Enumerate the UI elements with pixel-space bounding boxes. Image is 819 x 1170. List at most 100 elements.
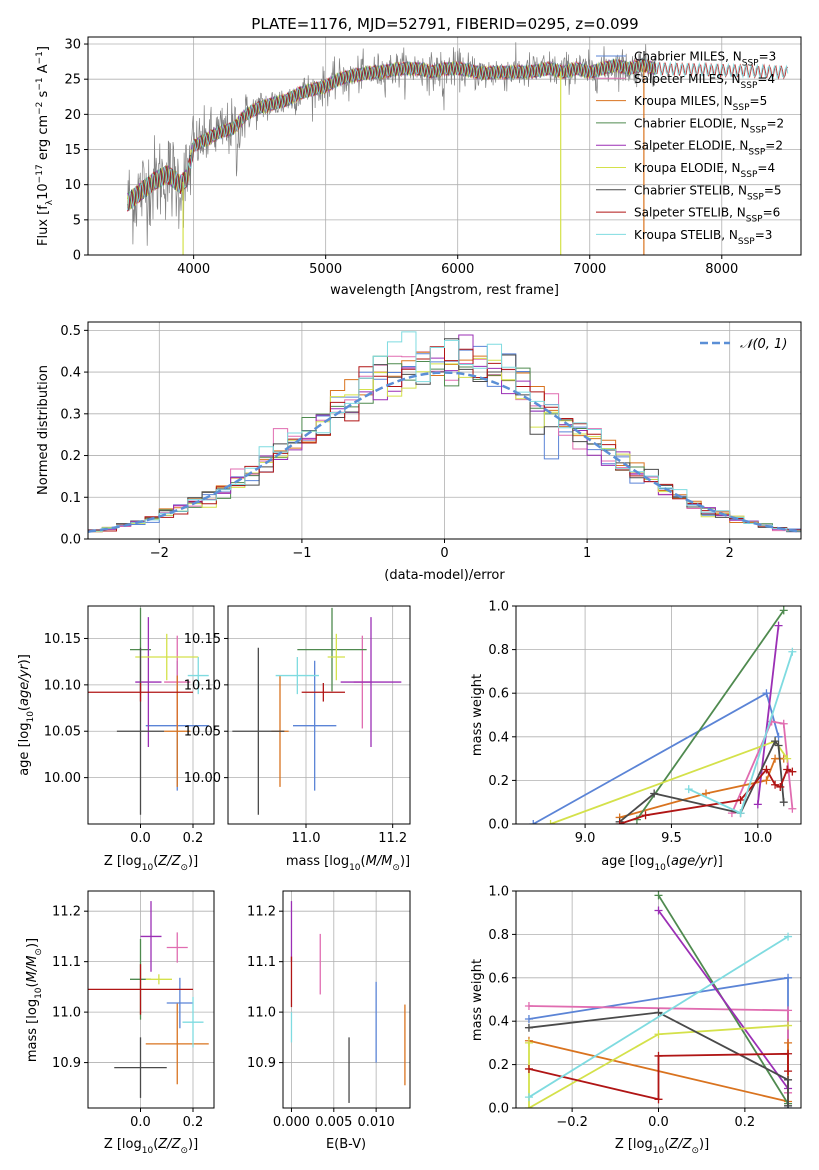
weight_vs_age-series-chabrier_elodie [636,609,785,821]
spectrum-legend-label: Salpeter MILES, NSSP=4 [634,72,775,91]
spectrum-ylabel-part: ] [36,46,51,51]
weight_vs_Z-marker-salpeter_stelib [524,1064,533,1073]
age_vs_mass-ytick-label: 10.15 [184,632,221,647]
spectrum-legend-label-part: Salpeter ELODIE, N [634,139,748,153]
weight_vs_age-marker-chabrier_stelib [650,789,659,798]
age_vs_Z-ytick-label: 10.15 [44,632,81,647]
hist-step-kroupa_stelib [88,331,801,532]
age_vs_mass-xtick-label: 11.2 [378,831,407,846]
spectrum-ytick-label: 30 [64,38,81,53]
weight_vs_age-marker-salpeter_elodie [774,621,783,630]
weight_vs_Z-ytick-label: 0.0 [488,1102,509,1117]
spectrum-legend-label: Kroupa STELIB, NSSP=3 [634,228,772,247]
weight_vs_Z-marker-salpeter_stelib [654,1051,663,1060]
spectrum-legend-label-part: SSP [747,192,764,202]
spectrum-legend-label-part: Salpeter STELIB, N [634,206,746,220]
spectrum-legend-label: Kroupa MILES, NSSP=5 [634,94,767,113]
age_vs_Z-xtick-label: 0.0 [130,831,151,846]
spectrum-plot-area [127,42,789,255]
spectrum-legend-label-part: =3 [755,228,773,242]
spectrum-ytick-label: 5 [73,213,81,228]
spectrum-legend-label: Chabrier STELIB, NSSP=5 [634,183,782,202]
spectrum-legend-label-part: =5 [764,183,782,197]
mass_vs_Z-frame [87,890,215,1109]
mass_vs_Z-ylabel-part: 10 [34,987,44,999]
weight_vs_age-marker-salpeter_stelib [776,782,785,791]
weight_vs_age-series-salpeter_miles [731,720,794,814]
weight_vs_age-ytick-label: 0.2 [488,774,509,789]
residual_hist-ytick-label: 0.2 [60,449,81,464]
spectrum-xtick-label: 5000 [309,262,342,277]
weight_vs_Z-xlabel-part: 10 [653,1146,665,1156]
weight_vs_Z-marker-kroupa_stelib [784,932,793,941]
weight_vs_Z-marker-chabrier_stelib [524,1023,533,1032]
spectrum-model-kroupa_stelib [127,57,789,210]
weight_vs_Z-xlabel-part: ( [664,1137,669,1152]
weight_vs_age-xlabel-part: ( [666,854,671,869]
age_vs_mass-xlabel: mass [log10(M/M⊙)] [286,854,410,873]
weight_vs_Z-marker-kroupa_elodie [524,1038,533,1047]
mass_vs_ebv-xlabel-part: E(B-V) [326,1137,366,1152]
mass_vs_Z-xlabel: Z [log10(Z/Z⊙)] [104,1137,198,1156]
spectrum-legend-label-part: =6 [763,206,781,220]
spectrum-legend-label-part: SSP [748,148,765,158]
weight_vs_Z-ytick-label: 0.8 [488,928,509,943]
mass_vs_Z-xlabel-part: ⊙ [180,1146,188,1156]
spectrum-ylabel-part: −1 [35,51,45,64]
spectrum-legend-label-part: SSP [738,237,755,247]
mass_vs_Z-ytick-label: 11.0 [52,1006,81,1021]
weight_vs_age-marker-salpeter_stelib [788,767,797,776]
weight_vs_age-xtick-label: 9.0 [575,831,596,846]
residual_hist-xtick-label: −2 [150,546,169,561]
residual_hist-ytick-label: 0.4 [60,366,81,381]
residual_hist-ytick-label: 0.3 [60,407,81,422]
weight_vs_Z-xlabel-part: )] [699,1137,709,1152]
mass_vs_Z-ylabel-part: )] [25,938,40,948]
spectrum-legend-label-part: SSP [742,59,759,69]
age_vs_Z-ylabel-part: age [log [17,723,32,776]
weight_vs_Z-marker-salpeter_stelib [784,1049,793,1058]
weight_vs_Z-marker-chabrier_elodie [654,891,663,900]
spectrum-ytick-label: 20 [64,108,81,123]
age_vs_mass-xlabel-part: ⊙ [392,863,400,873]
spectrum-legend-label-part: =4 [757,161,775,175]
weight_vs_Z-marker-kroupa_elodie [784,1021,793,1030]
mass_vs_ebv-ytick-label: 10.9 [247,1056,276,1071]
weight_vs_age-ylabel: mass weight [470,674,485,756]
weight_vs_Z-series-kroupa_elodie [528,1024,789,1108]
spectrum-legend-label: Salpeter ELODIE, NSSP=2 [634,139,783,158]
age_vs_mass-xlabel-part: ( [361,854,366,869]
weight_vs_Z-marker-chabrier_stelib [784,1101,793,1108]
spectrum-legend-label: Salpeter STELIB, NSSP=6 [634,206,780,225]
spectrum-legend-label: Chabrier ELODIE, NSSP=2 [634,116,784,135]
spectrum-legend-label-part: SSP [746,215,763,225]
spectrum-legend-label-part: Kroupa STELIB, N [634,228,738,242]
weight_vs_Z-marker-chabrier_stelib [654,1008,663,1017]
mass_vs_ebv-xtick-label: 0.000 [273,1115,310,1130]
weight_vs_Z-ylabel: mass weight [470,959,485,1041]
mass_vs_Z-xlabel-part: 10 [142,1146,154,1156]
age_vs_Z-xlabel-part: Z/Z [157,854,181,869]
weight_vs_age-series-chabrier_stelib [619,739,785,823]
spectrum-legend-label-part: SSP [741,170,758,180]
mass_vs_Z-ylabel-part: mass [log [25,999,40,1062]
age_vs_mass-ytick-label: 10.00 [184,771,221,786]
residual_hist-plot-area [88,331,801,533]
mass_vs_Z-ytick-label: 10.9 [52,1056,81,1071]
mass_vs_Z-ytick-label: 11.1 [52,955,81,970]
spectrum-legend-label-part: =2 [766,116,784,130]
mass_vs_Z-ylabel-part: ⊙ [34,948,44,956]
residual_hist-xtick-label: 2 [726,546,734,561]
weight_vs_age-marker-chabrier_miles [762,689,771,698]
spectrum-legend-label-part: SSP [750,125,767,135]
age_vs_mass-xlabel-part: )] [400,854,410,869]
mass_vs_Z-ytick-label: 11.2 [52,905,81,920]
weight_vs_age-marker-chabrier_elodie [779,606,788,615]
weight_vs_age-marker-chabrier_stelib [779,798,788,807]
mass_vs_Z-ylabel-part: M/M [25,956,40,983]
mass_vs_Z-xlabel-part: )] [188,1137,198,1152]
age_vs_Z-frame [87,605,215,825]
residual_hist-axes: −2 −1 0 1 2 0.0 0.1 0.2 0.3 0.4 0.5 (data-model)/er… [36,321,802,583]
